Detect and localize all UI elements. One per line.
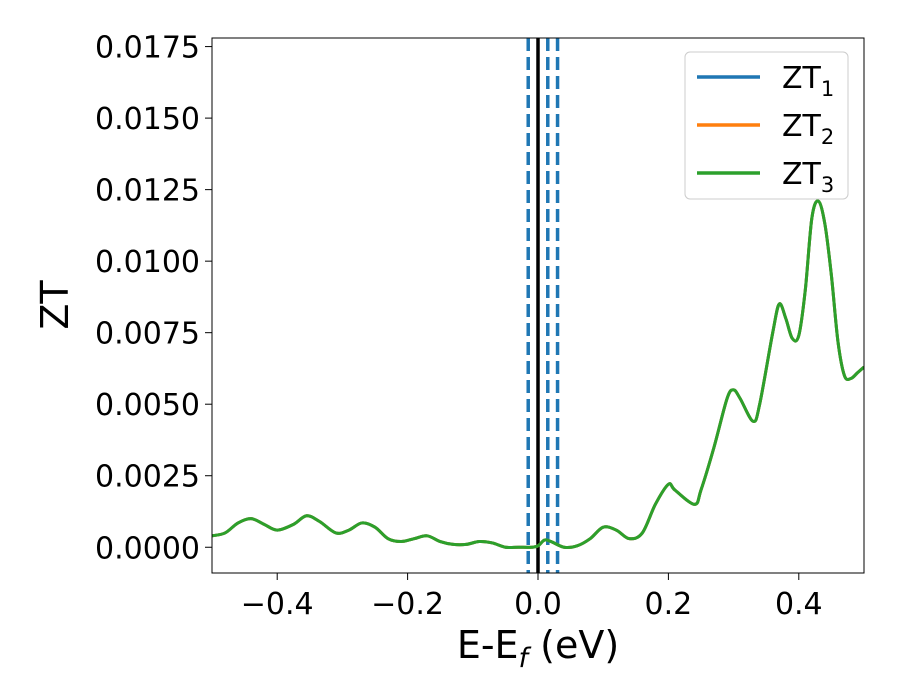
series-line-zt3 xyxy=(212,199,864,550)
y-tick-label: 0.0050 xyxy=(95,388,200,423)
reference-lines xyxy=(526,38,560,573)
x-axis-label: E-Ef (eV) xyxy=(457,623,619,674)
y-axis-ticks: 0.0000 0.0025 0.0050 0.0075 0.0100 0.0125 0.01… xyxy=(95,31,212,566)
y-axis-label: ZT xyxy=(33,280,77,330)
y-tick-label: 0.0000 xyxy=(95,531,200,566)
series-lines xyxy=(212,199,864,550)
x-tick-label: 0.2 xyxy=(645,587,693,622)
x-tick-label: 0.4 xyxy=(775,587,823,622)
y-tick-label: 0.0025 xyxy=(95,460,200,495)
legend-label-zt1: ZT1 xyxy=(782,61,834,101)
y-tick-label: 0.0175 xyxy=(95,31,200,66)
y-tick-label: 0.0150 xyxy=(95,102,200,137)
y-tick-label: 0.0125 xyxy=(95,174,200,209)
y-tick-label: 0.0075 xyxy=(95,317,200,352)
x-tick-label: 0.0 xyxy=(514,587,562,622)
legend: ZT1 ZT2 ZT3 xyxy=(684,51,849,200)
x-tick-label: −0.4 xyxy=(241,587,314,622)
legend-label-zt2: ZT2 xyxy=(782,109,834,149)
x-tick-label: −0.2 xyxy=(371,587,444,622)
x-axis-ticks: −0.4 −0.2 0.0 0.2 0.4 xyxy=(241,573,823,622)
legend-label-zt3: ZT3 xyxy=(782,157,834,197)
y-tick-label: 0.0100 xyxy=(95,245,200,280)
legend-box xyxy=(684,51,849,200)
